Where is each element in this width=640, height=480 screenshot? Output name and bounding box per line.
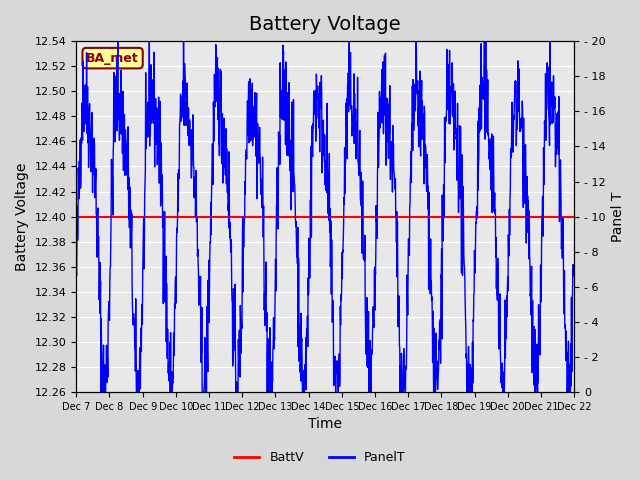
Legend: BattV, PanelT: BattV, PanelT [229,446,411,469]
Title: Battery Voltage: Battery Voltage [250,15,401,34]
X-axis label: Time: Time [308,418,342,432]
Y-axis label: Panel T: Panel T [611,192,625,242]
Text: BA_met: BA_met [86,52,139,65]
Y-axis label: Battery Voltage: Battery Voltage [15,162,29,271]
